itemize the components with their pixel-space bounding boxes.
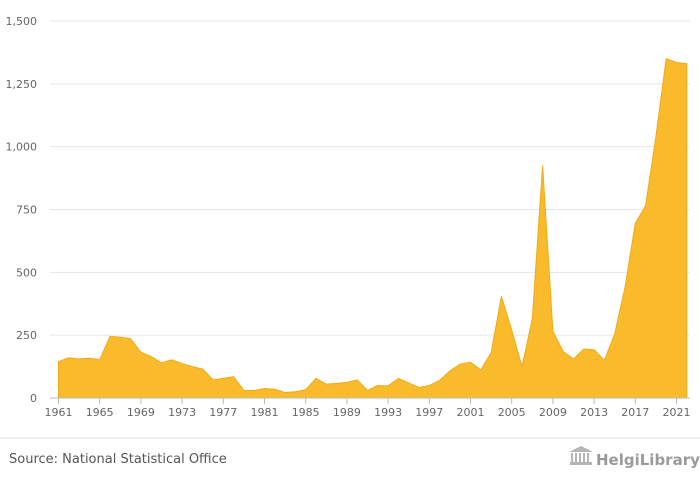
y-tick-label: 250 [16,329,37,342]
area-series [58,58,688,399]
x-tick-label: 1981 [251,406,279,419]
source-text: Source: National Statistical Office [9,452,227,467]
x-tick-label: 1989 [333,406,361,419]
x-tick-label: 1973 [168,406,196,419]
x-tick-label: 2017 [621,406,649,419]
x-tick-label: 1977 [209,406,237,419]
x-tick-label: 1969 [127,406,155,419]
x-tick-label: 2005 [498,406,526,419]
x-axis-ticks: 1961 1965 1969 1973 1977 1981 1985 1989 1993 1997… [45,398,691,419]
x-tick-label: 1985 [292,406,320,419]
y-tick-label: 1,250 [6,78,38,91]
x-tick-label: 1993 [374,406,402,419]
logo: HelgiLibrary. [569,446,700,469]
x-tick-label: 2001 [457,406,485,419]
x-tick-label: 1965 [86,406,114,419]
x-tick-label: 2009 [539,406,567,419]
x-tick-label: 1961 [45,406,73,419]
y-tick-label: 500 [16,266,37,279]
y-tick-label: 1,500 [6,15,38,28]
y-tick-label: 0 [30,392,37,405]
y-tick-label: 750 [16,204,37,217]
y-axis-ticks: 0 250 500 750 1,000 1,250 1,500 [6,15,38,405]
y-tick-label: 1,000 [6,141,38,154]
x-tick-label: 2013 [580,406,608,419]
logo-text: HelgiLibrary. [596,451,700,469]
gridlines [50,20,690,336]
x-tick-label: 2021 [663,406,691,419]
x-tick-label: 1997 [415,406,443,419]
library-building-icon [569,446,593,465]
